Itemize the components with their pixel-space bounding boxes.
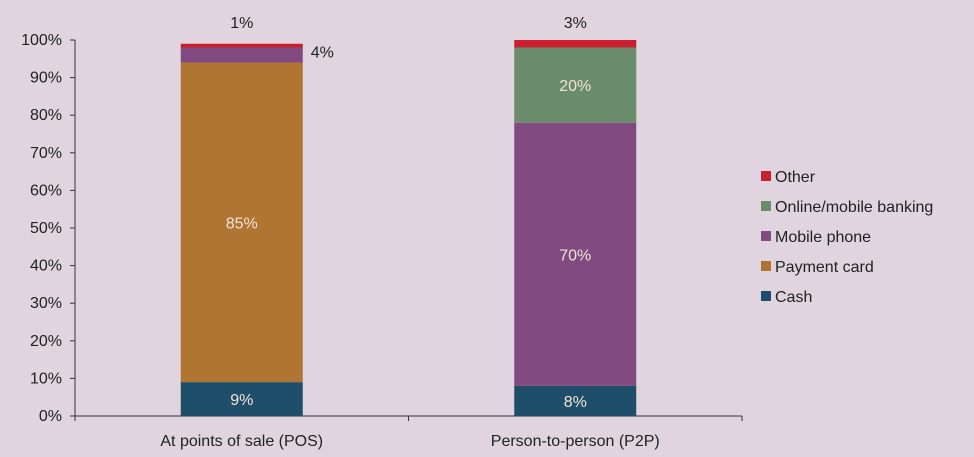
- legend-label: Online/mobile banking: [775, 199, 933, 216]
- y-tick-label: 50%: [30, 220, 62, 237]
- legend-label: Cash: [775, 289, 812, 306]
- y-tick-label: 30%: [30, 295, 62, 312]
- y-tick-label: 80%: [30, 107, 62, 124]
- legend-swatch: [761, 291, 771, 301]
- y-tick-label: 60%: [30, 182, 62, 199]
- bar-segment: [514, 385, 637, 416]
- bar-segment: [180, 382, 303, 416]
- y-tick-label: 70%: [30, 145, 62, 162]
- y-tick-label: 0%: [39, 408, 62, 425]
- y-tick-label: 20%: [30, 333, 62, 350]
- legend-swatch: [761, 261, 771, 271]
- bar-segment: [180, 43, 303, 48]
- legend-swatch: [761, 201, 771, 211]
- legend-swatch: [761, 171, 771, 181]
- data-label: 85%: [226, 215, 258, 232]
- data-label: 9%: [230, 392, 253, 409]
- y-tick-label: 10%: [30, 370, 62, 387]
- legend-label: Other: [775, 169, 816, 186]
- data-label: 3%: [564, 15, 587, 32]
- bar-segment: [514, 122, 637, 386]
- y-tick-label: 40%: [30, 258, 62, 275]
- data-label: 20%: [559, 78, 591, 95]
- y-tick-label: 90%: [30, 70, 62, 87]
- bar-segment: [180, 47, 303, 63]
- legend-label: Payment card: [775, 259, 874, 276]
- y-tick-label: 100%: [21, 32, 62, 49]
- x-tick-label: Person-to-person (P2P): [491, 433, 660, 450]
- legend-swatch: [761, 231, 771, 241]
- data-label: 1%: [230, 15, 253, 32]
- x-tick-label: At points of sale (POS): [160, 433, 323, 450]
- bar-segment: [514, 47, 637, 123]
- data-label: 4%: [311, 45, 334, 62]
- bars: [180, 40, 637, 416]
- data-labels: 9% 85% 4% 1% 8% 70% 20% 3%: [226, 15, 592, 411]
- data-label: 70%: [559, 247, 591, 264]
- legend: Other Online/mobile banking Mobile phone Pa…: [761, 169, 933, 306]
- legend-label: Mobile phone: [775, 229, 871, 246]
- bar-segment: [514, 40, 637, 48]
- data-label: 8%: [564, 394, 587, 411]
- bar-segment: [180, 62, 303, 383]
